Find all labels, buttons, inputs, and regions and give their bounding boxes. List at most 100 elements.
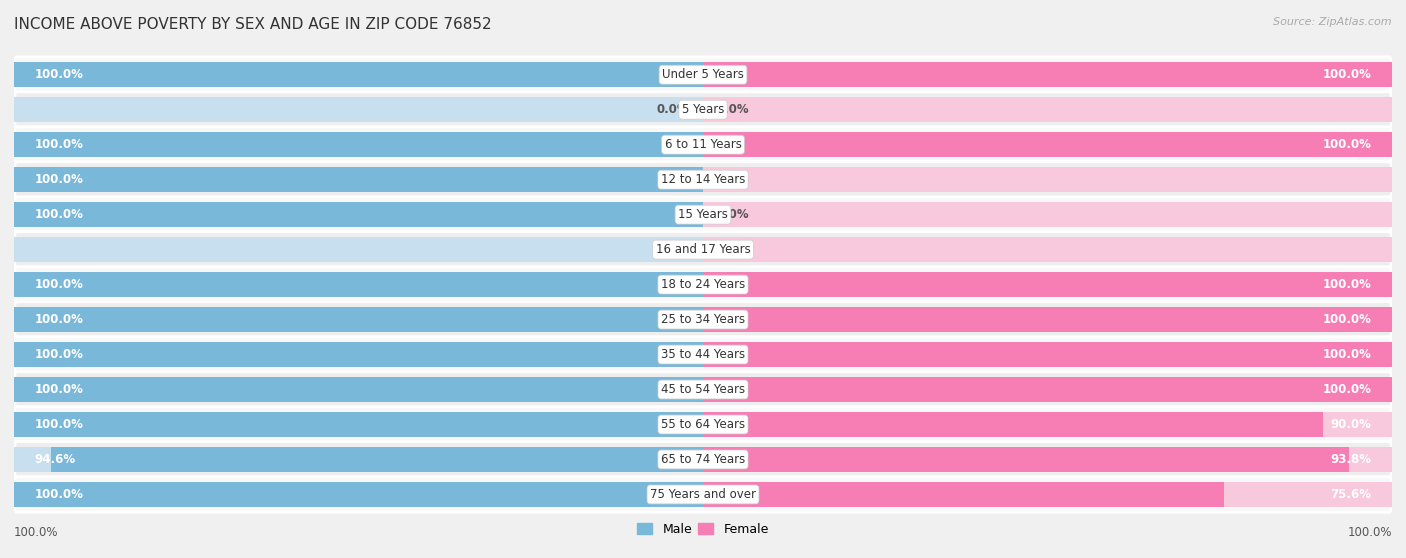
- Bar: [703, 62, 1392, 87]
- Text: Under 5 Years: Under 5 Years: [662, 68, 744, 81]
- Text: 18 to 24 Years: 18 to 24 Years: [661, 278, 745, 291]
- Bar: [14, 412, 703, 437]
- Bar: [703, 307, 1392, 332]
- Text: 15 Years: 15 Years: [678, 208, 728, 221]
- Bar: [703, 482, 1392, 507]
- Bar: [14, 342, 703, 367]
- Bar: [703, 203, 1392, 227]
- FancyBboxPatch shape: [14, 336, 1392, 372]
- Text: 100.0%: 100.0%: [35, 68, 83, 81]
- Bar: [703, 342, 1392, 367]
- Bar: [14, 482, 703, 507]
- Text: 100.0%: 100.0%: [1323, 348, 1371, 361]
- Text: 100.0%: 100.0%: [35, 138, 83, 151]
- Bar: [703, 377, 1392, 402]
- Text: 0.0%: 0.0%: [717, 208, 749, 221]
- Bar: [703, 132, 1392, 157]
- Bar: [14, 447, 703, 472]
- FancyBboxPatch shape: [14, 372, 1392, 407]
- Text: 0.0%: 0.0%: [657, 243, 689, 256]
- Bar: [703, 62, 1392, 87]
- Text: 100.0%: 100.0%: [35, 383, 83, 396]
- Text: 100.0%: 100.0%: [1323, 383, 1371, 396]
- Text: 100.0%: 100.0%: [1323, 313, 1371, 326]
- Text: 5 Years: 5 Years: [682, 103, 724, 116]
- Text: 0.0%: 0.0%: [717, 103, 749, 116]
- Text: 100.0%: 100.0%: [35, 313, 83, 326]
- Bar: [14, 272, 703, 297]
- Bar: [14, 98, 703, 122]
- Text: 100.0%: 100.0%: [14, 526, 59, 539]
- Text: 55 to 64 Years: 55 to 64 Years: [661, 418, 745, 431]
- Text: 100.0%: 100.0%: [1323, 278, 1371, 291]
- Bar: [703, 342, 1392, 367]
- Bar: [703, 447, 1350, 472]
- Bar: [14, 482, 703, 507]
- Bar: [51, 447, 703, 472]
- FancyBboxPatch shape: [14, 162, 1392, 198]
- Bar: [14, 342, 703, 367]
- FancyBboxPatch shape: [14, 302, 1392, 338]
- Bar: [703, 132, 1392, 157]
- Bar: [14, 167, 703, 192]
- Text: 45 to 54 Years: 45 to 54 Years: [661, 383, 745, 396]
- Text: 100.0%: 100.0%: [35, 418, 83, 431]
- Text: 0.0%: 0.0%: [657, 103, 689, 116]
- Bar: [14, 203, 703, 227]
- FancyBboxPatch shape: [14, 57, 1392, 93]
- Text: 35 to 44 Years: 35 to 44 Years: [661, 348, 745, 361]
- Bar: [703, 98, 1392, 122]
- FancyBboxPatch shape: [14, 92, 1392, 128]
- Bar: [703, 482, 1223, 507]
- Bar: [703, 447, 1392, 472]
- Text: 100.0%: 100.0%: [35, 278, 83, 291]
- Bar: [14, 62, 703, 87]
- FancyBboxPatch shape: [14, 232, 1392, 267]
- FancyBboxPatch shape: [14, 477, 1392, 512]
- Text: 6 to 11 Years: 6 to 11 Years: [665, 138, 741, 151]
- Text: 12 to 14 Years: 12 to 14 Years: [661, 173, 745, 186]
- FancyBboxPatch shape: [14, 441, 1392, 477]
- Text: 0.0%: 0.0%: [717, 173, 749, 186]
- Bar: [14, 272, 703, 297]
- Bar: [14, 203, 703, 227]
- Bar: [703, 307, 1392, 332]
- Text: 65 to 74 Years: 65 to 74 Years: [661, 453, 745, 466]
- Bar: [14, 377, 703, 402]
- Text: 94.6%: 94.6%: [35, 453, 76, 466]
- Text: 100.0%: 100.0%: [1323, 138, 1371, 151]
- Text: 90.0%: 90.0%: [1330, 418, 1371, 431]
- Text: 93.8%: 93.8%: [1330, 453, 1371, 466]
- FancyBboxPatch shape: [14, 197, 1392, 233]
- FancyBboxPatch shape: [14, 407, 1392, 442]
- Bar: [703, 272, 1392, 297]
- Bar: [703, 412, 1323, 437]
- Bar: [14, 307, 703, 332]
- Text: 100.0%: 100.0%: [1347, 526, 1392, 539]
- Bar: [703, 167, 1392, 192]
- Bar: [703, 377, 1392, 402]
- Bar: [14, 132, 703, 157]
- Bar: [14, 132, 703, 157]
- Text: 100.0%: 100.0%: [35, 488, 83, 501]
- Bar: [14, 307, 703, 332]
- Bar: [703, 412, 1392, 437]
- Bar: [703, 272, 1392, 297]
- Legend: Male, Female: Male, Female: [633, 518, 773, 541]
- Text: INCOME ABOVE POVERTY BY SEX AND AGE IN ZIP CODE 76852: INCOME ABOVE POVERTY BY SEX AND AGE IN Z…: [14, 17, 492, 32]
- Bar: [14, 377, 703, 402]
- FancyBboxPatch shape: [14, 267, 1392, 302]
- Text: Source: ZipAtlas.com: Source: ZipAtlas.com: [1274, 17, 1392, 27]
- Text: 100.0%: 100.0%: [35, 173, 83, 186]
- Text: 25 to 34 Years: 25 to 34 Years: [661, 313, 745, 326]
- Text: 16 and 17 Years: 16 and 17 Years: [655, 243, 751, 256]
- Bar: [703, 237, 1392, 262]
- Bar: [14, 167, 703, 192]
- Text: 75.6%: 75.6%: [1330, 488, 1371, 501]
- Text: 100.0%: 100.0%: [35, 208, 83, 221]
- Text: 0.0%: 0.0%: [717, 243, 749, 256]
- Bar: [14, 62, 703, 87]
- Text: 100.0%: 100.0%: [1323, 68, 1371, 81]
- Text: 100.0%: 100.0%: [35, 348, 83, 361]
- Bar: [14, 412, 703, 437]
